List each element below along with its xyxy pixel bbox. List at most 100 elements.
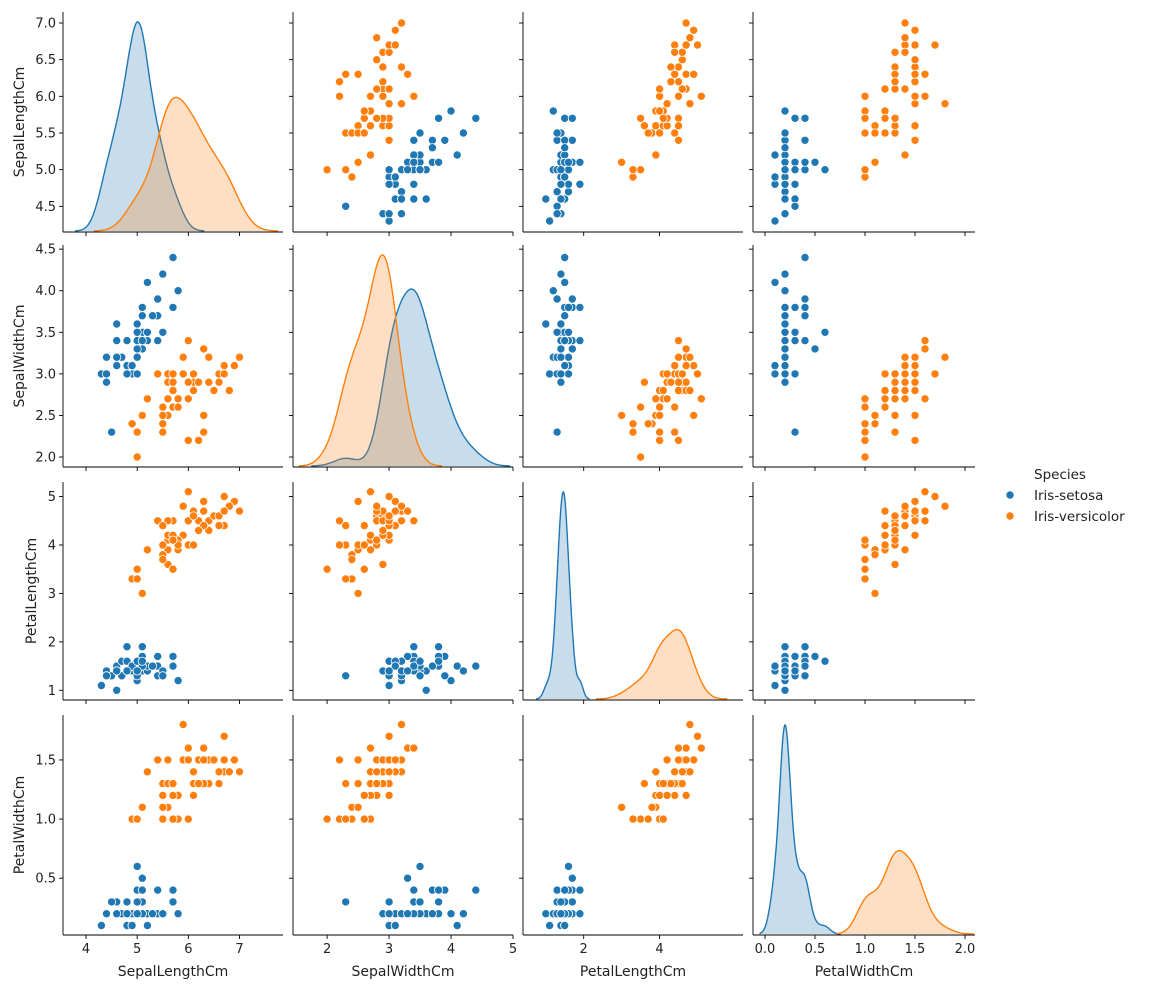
point-iris-setosa <box>153 651 163 661</box>
point-iris-setosa <box>112 352 122 362</box>
point-iris-setosa <box>564 165 574 175</box>
point-iris-setosa <box>564 179 574 189</box>
x-axis-label-petalwidthcm: PetalWidthCm <box>815 964 914 980</box>
point-iris-setosa <box>541 909 551 919</box>
point-iris-versicolor <box>890 377 900 387</box>
point-iris-setosa <box>790 336 800 346</box>
point-iris-versicolor <box>403 506 413 516</box>
point-iris-versicolor <box>384 767 394 777</box>
point-iris-versicolor <box>681 344 691 354</box>
point-iris-versicolor <box>372 501 382 511</box>
point-iris-versicolor <box>396 18 406 28</box>
point-iris-versicolor <box>628 427 638 437</box>
point-iris-setosa <box>780 361 790 371</box>
point-iris-setosa <box>102 377 112 387</box>
point-iris-setosa <box>575 885 585 895</box>
point-iris-setosa <box>137 656 147 666</box>
point-iris-versicolor <box>153 369 163 379</box>
point-iris-setosa <box>780 319 790 329</box>
point-iris-versicolor <box>880 521 890 531</box>
point-iris-versicolor <box>651 150 661 160</box>
point-iris-versicolor <box>674 121 684 131</box>
point-iris-versicolor <box>178 720 188 730</box>
point-iris-setosa <box>564 327 574 337</box>
point-iris-setosa <box>780 106 790 116</box>
point-iris-versicolor <box>666 779 676 789</box>
point-iris-versicolor <box>910 91 920 101</box>
point-iris-versicolor <box>183 487 193 497</box>
point-iris-versicolor <box>910 385 920 395</box>
point-iris-versicolor <box>685 99 695 109</box>
point-iris-versicolor <box>372 55 382 65</box>
point-iris-setosa <box>790 113 800 123</box>
point-iris-versicolor <box>142 545 152 555</box>
point-iris-versicolor <box>153 755 163 765</box>
point-iris-versicolor <box>880 402 890 412</box>
panel-petalwidthcm-vs-sepallengthcm: 4 5 6 7 0.5 1.0 1.5 <box>35 715 283 957</box>
point-iris-versicolor <box>880 385 890 395</box>
point-iris-setosa <box>560 361 570 371</box>
point-iris-versicolor <box>390 496 400 506</box>
point-iris-setosa <box>780 194 790 204</box>
y-axis-label-petallengthcm: PetalLengthCm <box>24 538 40 644</box>
kde-fill-iris-setosa <box>759 725 841 934</box>
x-tick-label: 1.0 <box>855 942 876 957</box>
x-tick-label: 5 <box>509 942 517 957</box>
point-iris-versicolor <box>685 33 695 43</box>
point-iris-versicolor <box>132 574 142 584</box>
point-iris-versicolor <box>409 743 419 753</box>
point-iris-setosa <box>575 157 585 167</box>
point-iris-setosa <box>556 352 566 362</box>
point-iris-versicolor <box>359 106 369 116</box>
x-tick-label: 6 <box>184 942 192 957</box>
point-iris-setosa <box>552 128 562 138</box>
point-iris-setosa <box>556 319 566 329</box>
x-tick-label: 0.0 <box>755 942 776 957</box>
point-iris-versicolor <box>693 40 703 50</box>
point-iris-versicolor <box>940 99 950 109</box>
point-iris-versicolor <box>188 511 198 521</box>
point-iris-versicolor <box>334 755 344 765</box>
point-iris-versicolor <box>158 540 168 550</box>
point-iris-versicolor <box>674 91 684 101</box>
point-iris-versicolor <box>860 452 870 462</box>
point-iris-versicolor <box>168 564 178 574</box>
point-iris-versicolor <box>674 435 684 445</box>
point-iris-versicolor <box>168 385 178 395</box>
point-iris-setosa <box>434 897 444 907</box>
point-iris-versicolor <box>142 394 152 404</box>
point-iris-versicolor <box>910 55 920 65</box>
point-iris-versicolor <box>860 427 870 437</box>
point-iris-versicolor <box>183 435 193 445</box>
x-tick-label: 4 <box>655 942 663 957</box>
point-iris-setosa <box>575 336 585 346</box>
y-tick-label: 7.0 <box>35 17 56 32</box>
point-iris-versicolor <box>900 150 910 160</box>
point-iris-versicolor <box>365 150 375 160</box>
point-iris-versicolor <box>900 511 910 521</box>
point-iris-versicolor <box>132 564 142 574</box>
point-iris-versicolor <box>372 779 382 789</box>
point-iris-setosa <box>415 671 425 681</box>
point-iris-setosa <box>560 277 570 287</box>
point-iris-setosa <box>800 294 810 304</box>
x-tick-label: 1.5 <box>905 942 926 957</box>
point-iris-setosa <box>409 194 419 204</box>
point-iris-setosa <box>560 113 570 123</box>
point-iris-versicolor <box>681 743 691 753</box>
legend-label-iris-versicolor: Iris-versicolor <box>1034 509 1125 525</box>
point-iris-setosa <box>112 319 122 329</box>
point-iris-setosa <box>341 897 351 907</box>
point-iris-versicolor <box>693 731 703 741</box>
point-iris-setosa <box>403 165 413 175</box>
y-tick-label: 5.0 <box>35 163 56 178</box>
point-iris-versicolor <box>224 767 234 777</box>
point-iris-versicolor <box>890 535 900 545</box>
point-iris-setosa <box>142 327 152 337</box>
point-iris-setosa <box>780 336 790 346</box>
point-iris-setosa <box>132 344 142 354</box>
point-iris-versicolor <box>359 540 369 550</box>
point-iris-versicolor <box>142 767 152 777</box>
point-iris-setosa <box>556 897 566 907</box>
